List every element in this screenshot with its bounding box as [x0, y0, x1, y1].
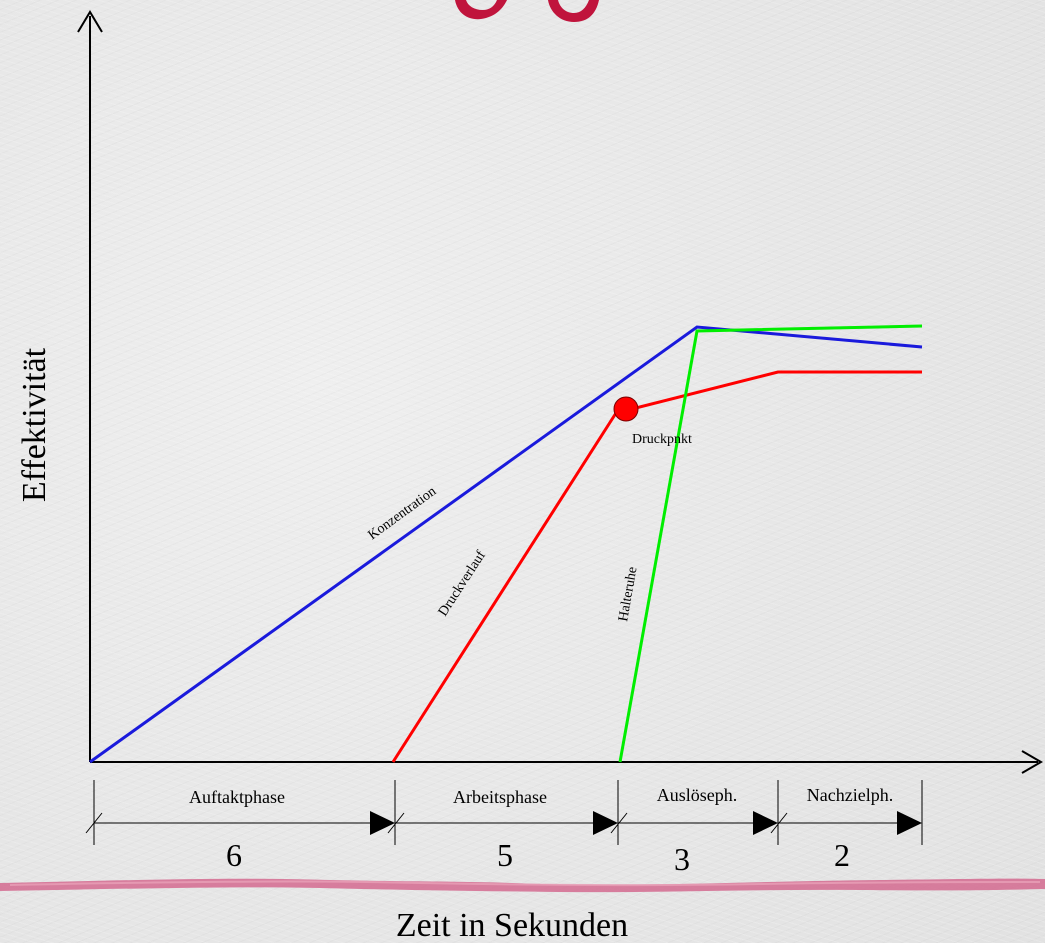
- konzentration-line: [89, 325, 923, 764]
- title-remnant: [455, 0, 599, 22]
- phase-name: Nachzielph.: [807, 785, 893, 805]
- brush-stroke-highlight: [9, 880, 1041, 887]
- axes: [77, 10, 1043, 774]
- druckverlauf-label: Druckverlauf: [436, 548, 489, 619]
- phase-seconds: 3: [674, 841, 690, 877]
- phase-tick: [610, 812, 628, 834]
- y-axis-arrow: [77, 10, 103, 33]
- phase-seconds: 2: [834, 837, 850, 873]
- halteruhe-line: [618, 324, 923, 763]
- phase-arrowheads: [370, 811, 922, 835]
- druckpunkt-marker: [613, 396, 639, 422]
- phase-tick: [85, 812, 103, 834]
- konzentration-label: Konzentration: [366, 484, 440, 543]
- phase-seconds: 6: [226, 837, 242, 873]
- phase-tick: [387, 812, 405, 834]
- druckpunkt-label: Druckpnkt: [632, 432, 692, 447]
- phase-arrowhead: [370, 811, 395, 835]
- phase-name: Auslöseph.: [657, 785, 738, 805]
- druckverlauf-line: [391, 370, 922, 763]
- halteruhe-label: Halteruhe: [616, 566, 640, 623]
- phase-name: Auftaktphase: [189, 787, 285, 807]
- x-axis-title: Zeit in Sekunden: [396, 907, 628, 943]
- phase-arrowhead: [593, 811, 618, 835]
- y-axis-title: Effektivität: [16, 347, 53, 502]
- phase-name: Arbeitsphase: [453, 787, 547, 807]
- x-axis-arrow: [1021, 750, 1043, 774]
- phase-arrowhead: [753, 811, 778, 835]
- phase-segments: [85, 780, 923, 845]
- phase-arrowhead: [897, 811, 922, 835]
- phase-tick: [770, 812, 788, 834]
- phase-seconds: 5: [497, 837, 513, 873]
